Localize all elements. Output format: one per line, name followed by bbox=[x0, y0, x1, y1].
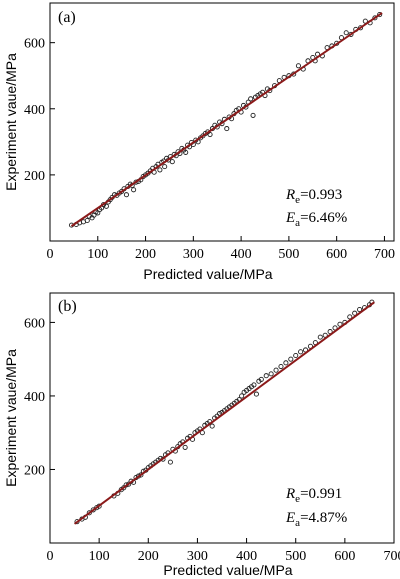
panel-a-x-tick-label: 0 bbox=[47, 247, 54, 262]
panel-b-data-point bbox=[86, 510, 92, 516]
panel-b-e-sub: a bbox=[295, 517, 300, 529]
panel-a-r-symbol: R bbox=[285, 187, 295, 203]
panel-a-x-axis-title: Predicted value/MPa bbox=[143, 266, 272, 282]
panel-a-y-tick-label: 600 bbox=[24, 37, 45, 52]
panel-a-fit-line bbox=[70, 12, 383, 227]
panel-b-data-point bbox=[258, 376, 264, 382]
panel-b-r-sub: e bbox=[295, 493, 300, 505]
panel-b-data-point bbox=[138, 472, 144, 478]
panel-b-data-point bbox=[268, 371, 274, 377]
panel-a-data-point bbox=[157, 167, 163, 173]
panel-b-x-tick-label: 500 bbox=[285, 549, 306, 564]
panel-b-data-point bbox=[239, 393, 245, 399]
panel-b-data-point bbox=[357, 306, 363, 313]
panel-a-x-tick-label: 500 bbox=[278, 247, 299, 262]
panel-b-y-axis-title: Experiment vaue/MPa bbox=[3, 349, 19, 487]
panel-a-data-point bbox=[377, 12, 383, 18]
panel-a-label: (a) bbox=[58, 9, 76, 26]
panel-a-data-point bbox=[295, 63, 301, 69]
panel-b-data-point bbox=[298, 349, 304, 355]
panel-a-x-tick-label: 600 bbox=[326, 247, 347, 262]
panel-a-data-point bbox=[224, 126, 230, 132]
panel-b-x-ticks: 0 100 200 300 400 500 600 700 bbox=[47, 538, 400, 564]
panel-a-r-sub: e bbox=[295, 194, 300, 206]
panel-a-data-point bbox=[250, 112, 256, 118]
panel-b-data-point bbox=[278, 363, 284, 370]
panel-b-data-point bbox=[352, 310, 358, 316]
panel-a-data-point bbox=[248, 96, 254, 102]
panel-b-y-tick-label: 200 bbox=[24, 463, 45, 478]
panel-a-y-ticks: 200 400 600 bbox=[24, 37, 55, 184]
panel-a-data-point bbox=[372, 15, 378, 21]
panel-b-data-point bbox=[317, 334, 323, 340]
panel-a-y-tick-label: 200 bbox=[24, 169, 45, 184]
panel-a-x-tick-label: 700 bbox=[374, 247, 395, 262]
panel-a-x-tick-label: 400 bbox=[231, 247, 252, 262]
panel-a-x-ticks: 0 100 200 300 400 500 600 700 bbox=[47, 236, 395, 262]
panel-a-e-value: =6.46% bbox=[300, 210, 347, 226]
panel-b-x-tick-label: 0 bbox=[47, 549, 54, 564]
panel-a-x-tick-label: 100 bbox=[87, 247, 108, 262]
panel-b-x-tick-label: 100 bbox=[89, 549, 110, 564]
panel-b-e-symbol: E bbox=[285, 510, 295, 526]
panel-b-data-point bbox=[251, 382, 257, 388]
panel-b: (b) 200 400 600 0 100 200 300 400 500 600 700 Pre… bbox=[3, 292, 400, 578]
panel-b-data-point bbox=[347, 314, 353, 320]
panel-b-r-symbol: R bbox=[285, 486, 295, 502]
panel-b-data-point bbox=[293, 352, 299, 359]
panel-b-r-value: =0.991 bbox=[300, 486, 342, 502]
panel-b-y-ticks: 200 400 600 bbox=[24, 316, 55, 478]
panel-a-data-point bbox=[207, 132, 213, 138]
panel-a-data-point bbox=[84, 217, 90, 224]
panel-a-e-stat: Ea=6.46% bbox=[285, 210, 347, 229]
panel-a-x-tick-label: 200 bbox=[135, 247, 156, 262]
panel-b-y-tick-label: 600 bbox=[24, 316, 45, 331]
panel-a-data-point bbox=[169, 159, 175, 165]
panel-a-data-point bbox=[183, 149, 189, 155]
panel-a-data-point bbox=[131, 187, 137, 193]
panel-b-frame bbox=[49, 292, 395, 544]
panel-a-r-stat: Re=0.993 bbox=[285, 187, 342, 206]
panel-b-x-tick-label: 300 bbox=[187, 549, 208, 564]
panel-b-data-point bbox=[273, 367, 279, 373]
panel-b-data-point bbox=[253, 391, 259, 397]
panel-b-fit-line bbox=[73, 301, 375, 525]
panel-b-r-stat: Re=0.991 bbox=[285, 486, 342, 505]
panel-a-data-point bbox=[123, 192, 129, 198]
panel-b-data-point bbox=[126, 481, 132, 487]
panel-a-e-symbol: E bbox=[285, 210, 295, 226]
panel-a-e-sub: a bbox=[295, 217, 300, 229]
panel-b-data-point bbox=[337, 321, 343, 327]
panel-a-data-point bbox=[103, 203, 109, 209]
panel-a-x-tick-label: 300 bbox=[183, 247, 204, 262]
panel-b-data-point bbox=[167, 459, 173, 465]
panel-b-x-axis-title: Predicted value/MPa bbox=[163, 562, 292, 578]
panel-a-data-point bbox=[358, 25, 364, 31]
panel-a-data-point bbox=[348, 31, 354, 37]
panel-b-data-point bbox=[90, 507, 96, 513]
panel-a-data-point bbox=[343, 30, 349, 36]
panel-b-x-tick-label: 200 bbox=[138, 549, 159, 564]
panel-a-data-point bbox=[162, 164, 168, 170]
panel-b-x-tick-label: 600 bbox=[334, 549, 355, 564]
panel-a-y-tick-label: 400 bbox=[24, 103, 45, 118]
panel-b-data-point bbox=[209, 423, 215, 429]
panel-b-data-point bbox=[263, 373, 269, 379]
panel-b-label: (b) bbox=[58, 298, 77, 315]
panel-b-x-tick-label: 700 bbox=[384, 549, 400, 564]
panel-b-e-value: =4.87% bbox=[300, 510, 347, 526]
panel-a-r-value: =0.993 bbox=[300, 187, 342, 203]
panel-a-y-axis-title: Experiment vaue/MPa bbox=[3, 53, 19, 191]
panel-b-x-tick-label: 400 bbox=[236, 549, 257, 564]
panel-a-frame bbox=[49, 2, 395, 242]
panel-b-e-stat: Ea=4.87% bbox=[285, 510, 347, 529]
panel-a: (a) 200 400 600 0 100 200 300 400 500 600 700 Pre… bbox=[3, 2, 395, 282]
panel-b-data-point bbox=[182, 444, 188, 450]
panel-b-data-point bbox=[283, 360, 289, 366]
panel-b-y-tick-label: 400 bbox=[24, 390, 45, 405]
panel-b-data-point bbox=[288, 356, 294, 362]
